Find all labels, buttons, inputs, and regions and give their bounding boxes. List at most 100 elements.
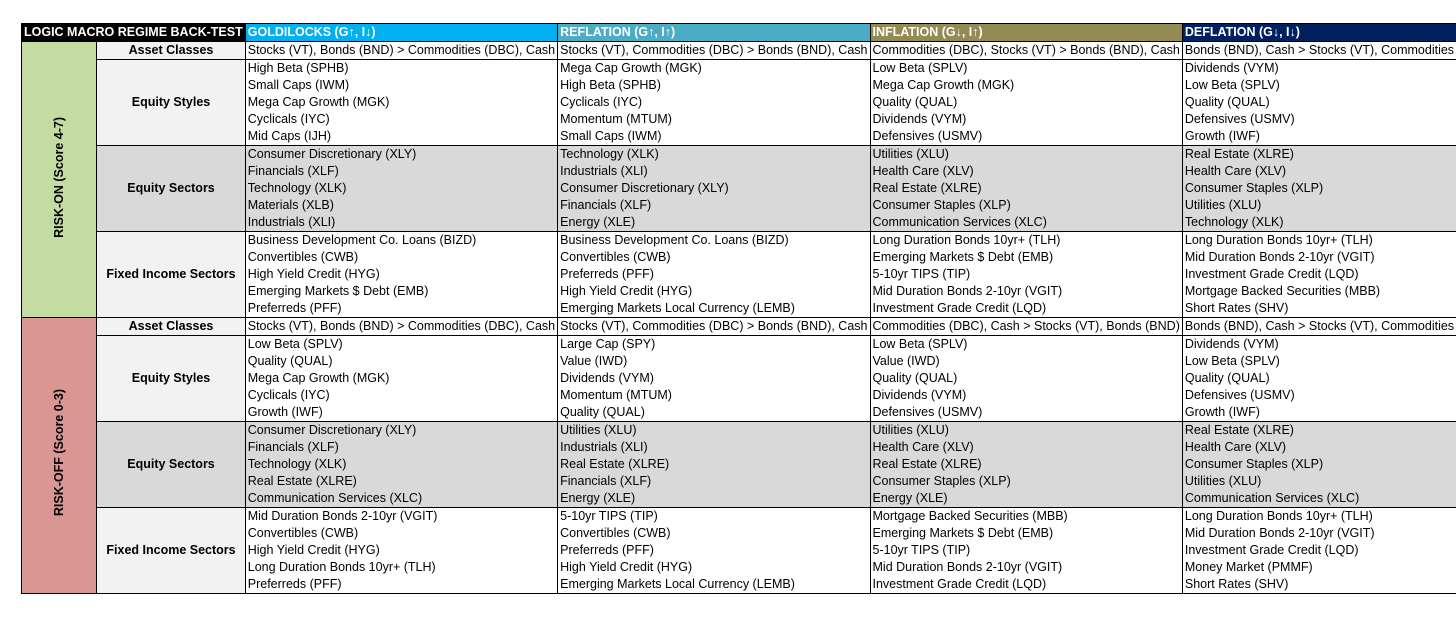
cell-goldilocks: Long Duration Bonds 10yr+ (TLH) (244, 559, 559, 576)
cell-goldilocks: Technology (XLK) (244, 456, 559, 473)
table-row: Equity Styles Low Beta (SPLV) Large Cap (S… (22, 335, 1456, 422)
cell-inflation: Commodities (DBC), Cash > Stocks (VT), B… (869, 317, 1183, 336)
cell-reflation: 5-10yr TIPS (TIP) (557, 507, 871, 525)
cell-reflation: High Yield Credit (HYG) (557, 559, 871, 576)
cell-inflation: Emerging Markets $ Debt (EMB) (869, 249, 1183, 266)
category-label: Equity Sectors (96, 145, 246, 232)
cell-goldilocks: Financials (XLF) (244, 163, 559, 180)
cell-goldilocks: Industrials (XLI) (244, 214, 559, 232)
cell-deflation: Quality (QUAL) (1181, 94, 1456, 111)
cell-reflation: Quality (QUAL) (557, 404, 871, 422)
risk-label-text: RISK-ON (Score 4-7) (52, 116, 67, 238)
cell-goldilocks: Business Development Co. Loans (BIZD) (244, 231, 559, 249)
cell-goldilocks: Preferreds (PFF) (244, 300, 559, 318)
table-row: Growth (IWF) Quality (QUAL) Defensives (US… (22, 404, 1456, 422)
table-row: Convertibles (CWB) Convertibles (CWB) Emer… (22, 249, 1456, 266)
cell-reflation: Technology (XLK) (557, 145, 871, 163)
cell-deflation: Mortgage Backed Securities (MBB) (1181, 283, 1456, 300)
cell-reflation: Convertibles (CWB) (557, 525, 871, 542)
category-label: Equity Styles (96, 335, 246, 422)
table-row: Materials (XLB) Financials (XLF) Consumer … (22, 197, 1456, 214)
cell-goldilocks: Real Estate (XLRE) (244, 473, 559, 490)
cell-deflation: Utilities (XLU) (1181, 197, 1456, 214)
table-row: Mega Cap Growth (MGK) Cyclicals (IYC) Qual… (22, 94, 1456, 111)
cell-deflation: Bonds (BND), Cash > Stocks (VT), Commodi… (1181, 317, 1456, 336)
cell-reflation: Industrials (XLI) (557, 439, 871, 456)
cell-deflation: Defensives (USMV) (1181, 387, 1456, 404)
cell-reflation: Cyclicals (IYC) (557, 94, 871, 111)
cell-reflation: Industrials (XLI) (557, 163, 871, 180)
table-row: Financials (XLF) Industrials (XLI) Health … (22, 439, 1456, 456)
cell-reflation: Utilities (XLU) (557, 421, 871, 439)
cell-reflation: Energy (XLE) (557, 490, 871, 508)
cell-goldilocks: Mid Caps (IJH) (244, 128, 559, 146)
table-row: Convertibles (CWB) Convertibles (CWB) Emer… (22, 525, 1456, 542)
cell-goldilocks: Small Caps (IWM) (244, 77, 559, 94)
cell-reflation: Large Cap (SPY) (557, 335, 871, 353)
cell-goldilocks: Mid Duration Bonds 2-10yr (VGIT) (244, 507, 559, 525)
cell-goldilocks: Low Beta (SPLV) (244, 335, 559, 353)
table-row: Technology (XLK) Real Estate (XLRE) Real E… (22, 456, 1456, 473)
cell-deflation: Dividends (VYM) (1181, 335, 1456, 353)
cell-inflation: Mid Duration Bonds 2-10yr (VGIT) (869, 283, 1183, 300)
cell-reflation: Consumer Discretionary (XLY) (557, 180, 871, 197)
cell-reflation: Preferreds (PFF) (557, 542, 871, 559)
cell-deflation: Defensives (USMV) (1181, 111, 1456, 128)
cell-inflation: Quality (QUAL) (869, 370, 1183, 387)
cell-reflation: Energy (XLE) (557, 214, 871, 232)
cell-inflation: Utilities (XLU) (869, 145, 1183, 163)
cell-goldilocks: Mega Cap Growth (MGK) (244, 94, 559, 111)
cell-deflation: Bonds (BND), Cash > Stocks (VT), Commodi… (1181, 41, 1456, 60)
table-row: RISK-OFF (Score 0-3) Asset Classes Stocks … (20, 317, 1456, 594)
cell-deflation: Short Rates (SHV) (1181, 576, 1456, 594)
cell-inflation: Real Estate (XLRE) (869, 456, 1183, 473)
cell-inflation: Consumer Staples (XLP) (869, 197, 1183, 214)
risk-on-label: RISK-ON (Score 4-7) (20, 41, 98, 318)
category-label: Fixed Income Sectors (96, 231, 246, 318)
cell-reflation: Emerging Markets Local Currency (LEMB) (557, 300, 871, 318)
cell-goldilocks: Communication Services (XLC) (244, 490, 559, 508)
table-row: Quality (QUAL) Value (IWD) Value (IWD) Low … (22, 353, 1456, 370)
cell-goldilocks: High Yield Credit (HYG) (244, 542, 559, 559)
cell-inflation: 5-10yr TIPS (TIP) (869, 542, 1183, 559)
cell-reflation: Small Caps (IWM) (557, 128, 871, 146)
table-row: RISK-ON (Score 4-7) Asset Classes Stocks (… (20, 41, 1456, 318)
category-label: Equity Sectors (96, 421, 246, 508)
cell-inflation: Long Duration Bonds 10yr+ (TLH) (869, 231, 1183, 249)
cell-goldilocks: Cyclicals (IYC) (244, 387, 559, 404)
cell-inflation: Health Care (XLV) (869, 439, 1183, 456)
cell-goldilocks: Convertibles (CWB) (244, 249, 559, 266)
table-row: Technology (XLK) Consumer Discretionary (… (22, 180, 1456, 197)
table-row: High Yield Credit (HYG) Preferreds (PFF) 5… (22, 542, 1456, 559)
cell-goldilocks: Quality (QUAL) (244, 353, 559, 370)
table-row: Mega Cap Growth (MGK) Dividends (VYM) Qual… (22, 370, 1456, 387)
cell-deflation: Low Beta (SPLV) (1181, 353, 1456, 370)
cell-reflation: Stocks (VT), Commodities (DBC) > Bonds (… (557, 317, 871, 336)
category-label: Equity Styles (96, 59, 246, 146)
regime-header-inflation: INFLATION (G↓, I↑) (869, 23, 1183, 42)
table-row: Preferreds (PFF) Emerging Markets Local C… (22, 576, 1456, 594)
cell-deflation: Short Rates (SHV) (1181, 300, 1456, 318)
cell-deflation: Growth (IWF) (1181, 128, 1456, 146)
cell-reflation: Preferreds (PFF) (557, 266, 871, 283)
regime-header-reflation: REFLATION (G↑, I↑) (557, 23, 871, 42)
table-title: LOGIC MACRO REGIME BACK-TEST (21, 23, 246, 42)
cell-deflation: Real Estate (XLRE) (1181, 421, 1456, 439)
cell-inflation: Health Care (XLV) (869, 163, 1183, 180)
cell-inflation: Energy (XLE) (869, 490, 1183, 508)
cell-deflation: Mid Duration Bonds 2-10yr (VGIT) (1181, 525, 1456, 542)
cell-reflation: Value (IWD) (557, 353, 871, 370)
cell-deflation: Utilities (XLU) (1181, 473, 1456, 490)
cell-goldilocks: Consumer Discretionary (XLY) (244, 145, 559, 163)
risk-label-text: RISK-OFF (Score 0-3) (52, 389, 67, 517)
cell-reflation: Momentum (MTUM) (557, 387, 871, 404)
cell-deflation: Health Care (XLV) (1181, 439, 1456, 456)
cell-deflation: Health Care (XLV) (1181, 163, 1456, 180)
table-row: Fixed Income Sectors Business Development… (22, 231, 1456, 318)
cell-goldilocks: Mega Cap Growth (MGK) (244, 370, 559, 387)
regime-header-goldilocks: GOLDILOCKS (G↑, I↓) (244, 23, 559, 42)
table-row: Cyclicals (IYC) Momentum (MTUM) Dividends … (22, 111, 1456, 128)
cell-inflation: Low Beta (SPLV) (869, 59, 1183, 77)
table-row: High Yield Credit (HYG) Preferreds (PFF) 5… (22, 266, 1456, 283)
table-row: Industrials (XLI) Energy (XLE) Communicati… (22, 214, 1456, 232)
